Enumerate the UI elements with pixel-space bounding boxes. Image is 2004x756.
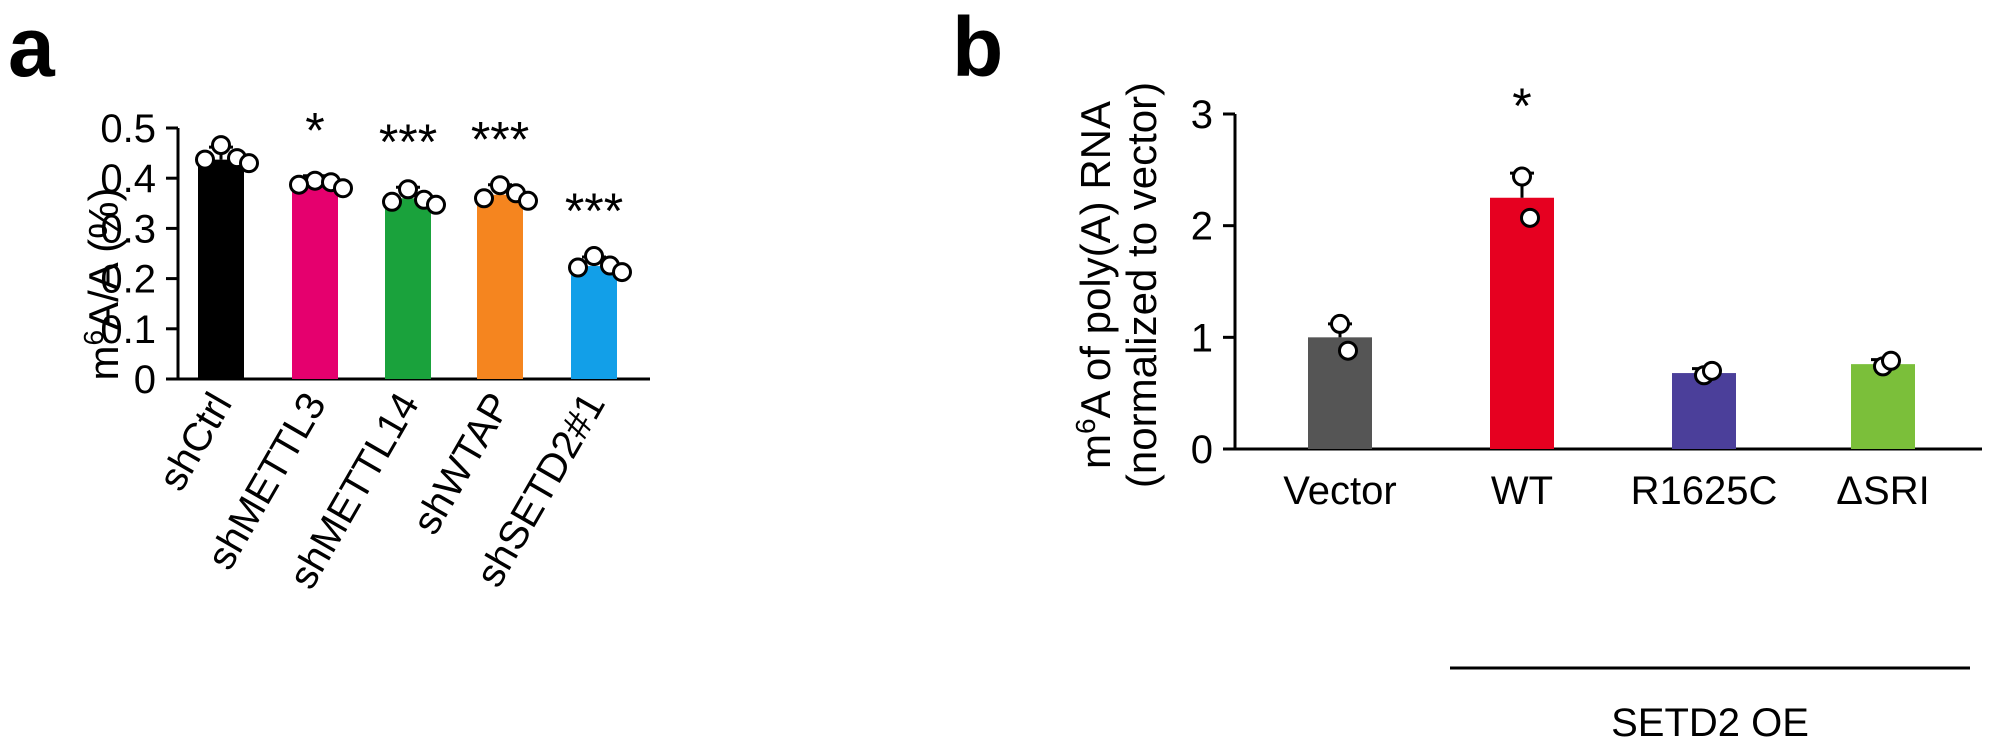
panel-b-ylabel-sup: 6: [1070, 418, 1101, 434]
data-point: [568, 257, 588, 278]
significance-label: *: [305, 103, 324, 159]
significance-label: ***: [471, 112, 529, 168]
x-tick-label: R1625C: [1631, 469, 1778, 513]
data-point: [1881, 350, 1901, 371]
y-tick-label: 2: [1191, 205, 1213, 249]
bar: [1672, 373, 1736, 449]
data-point: [333, 178, 353, 199]
x-tick-label: shCtrl: [150, 386, 240, 498]
data-point: [584, 246, 604, 267]
data-point: [195, 149, 215, 170]
bar: [198, 159, 244, 379]
panel-b-axes: 0 1 2 3 Vector WT R1625C ΔSRI: [1191, 93, 1982, 513]
significance-label: ***: [565, 183, 623, 239]
y-tick-label: 1: [1191, 316, 1213, 360]
significance-label: *: [1512, 78, 1531, 134]
panel-a-letter: a: [8, 0, 56, 94]
panel-a-ylabel: m6A/A (%): [78, 188, 128, 381]
bar: [1490, 197, 1554, 449]
data-point: [1338, 340, 1358, 361]
bar: [571, 266, 617, 379]
significance-label: ***: [379, 114, 437, 170]
y-tick-label: 0: [134, 358, 156, 402]
data-point: [211, 135, 231, 156]
panel-a: a m6A/A (%) 00.10.20.30.40.5shCtrlshMETT…: [8, 0, 650, 596]
panel-b-bars: *: [1308, 78, 1915, 449]
panel-b-group-label: SETD2 OE: [1611, 701, 1809, 745]
data-point: [398, 179, 418, 200]
x-tick-label: ΔSRI: [1836, 469, 1929, 513]
panel-b-ylabel-base: m: [1072, 434, 1119, 469]
panel-a-ylabel-sup: 6: [78, 330, 109, 346]
panel-b: b m6A of poly(A) RNA (normalized to vect…: [952, 0, 1982, 745]
y-tick-label: 0: [1191, 428, 1213, 472]
y-tick-label: 0.4: [100, 157, 156, 201]
data-point: [426, 194, 446, 215]
data-point: [239, 153, 259, 174]
panel-b-ylabel-rest: A of poly(A) RNA: [1072, 101, 1119, 418]
data-point: [382, 191, 402, 212]
data-point: [1330, 313, 1350, 334]
data-point: [518, 190, 538, 211]
data-point: [490, 175, 510, 196]
panel-a-axes: 00.10.20.30.40.5shCtrlshMETTL3shMETTL14s…: [100, 107, 650, 596]
y-tick-label: 3: [1191, 93, 1213, 137]
data-point: [612, 262, 632, 283]
y-tick-label: 0.5: [100, 107, 156, 151]
data-point: [289, 174, 309, 195]
x-tick-label: WT: [1491, 469, 1553, 513]
panel-b-letter: b: [952, 0, 1003, 94]
y-tick-label: 0.2: [100, 258, 156, 302]
panel-a-bars: * *** ******: [195, 103, 632, 379]
data-point: [1512, 166, 1532, 187]
y-tick-label: 0.1: [100, 308, 156, 352]
data-point: [1702, 360, 1722, 381]
data-point: [305, 170, 325, 191]
panel-a-ylabel-base: m: [80, 345, 127, 380]
data-point: [474, 188, 494, 209]
panel-b-ylabel: m6A of poly(A) RNA: [1070, 101, 1120, 469]
panel-b-ylabel-line2: (normalized to vector): [1118, 82, 1165, 488]
bar: [1851, 364, 1915, 449]
bar: [292, 183, 338, 379]
bar: [477, 194, 523, 379]
y-tick-label: 0.3: [100, 207, 156, 251]
x-tick-label: Vector: [1283, 469, 1396, 513]
data-point: [1520, 207, 1540, 228]
bar: [385, 198, 431, 379]
panel-a-ylabel-rest: A/A (%): [80, 188, 127, 330]
